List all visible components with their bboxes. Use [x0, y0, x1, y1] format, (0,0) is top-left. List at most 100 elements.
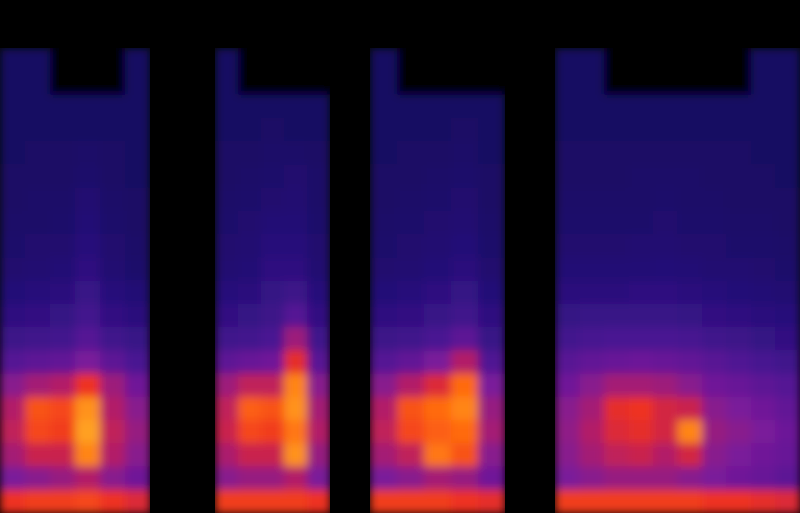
cell	[727, 257, 752, 281]
cell	[75, 490, 101, 513]
cell	[580, 281, 605, 305]
cell	[370, 118, 398, 142]
cell	[215, 281, 239, 305]
cell	[50, 118, 76, 142]
cell	[75, 304, 101, 328]
cell	[100, 374, 126, 398]
cell	[284, 304, 308, 328]
cell	[0, 48, 26, 72]
background	[0, 0, 800, 513]
cell	[727, 95, 752, 119]
cell	[75, 164, 101, 188]
cell	[702, 95, 727, 119]
cell	[284, 71, 308, 95]
cell	[100, 48, 126, 72]
cell	[100, 211, 126, 235]
cell	[776, 95, 800, 119]
cell	[776, 490, 800, 513]
cell	[238, 118, 262, 142]
cell	[702, 443, 727, 467]
cell	[75, 141, 101, 165]
cell	[451, 397, 479, 421]
cell	[629, 164, 654, 188]
cell	[125, 141, 150, 165]
cell	[25, 420, 51, 444]
cell	[678, 304, 703, 328]
cell	[629, 234, 654, 258]
cell	[451, 257, 479, 281]
cell	[370, 374, 398, 398]
cell	[727, 141, 752, 165]
cell	[238, 95, 262, 119]
cell	[555, 48, 580, 72]
cell	[397, 374, 425, 398]
cell	[776, 281, 800, 305]
cell	[215, 467, 239, 491]
cell	[478, 188, 505, 212]
cell	[50, 304, 76, 328]
cell	[478, 95, 505, 119]
cell	[397, 95, 425, 119]
cell	[751, 234, 776, 258]
cell	[727, 281, 752, 305]
cell	[238, 443, 262, 467]
cell	[776, 164, 800, 188]
cell	[478, 234, 505, 258]
cell	[397, 141, 425, 165]
cell	[727, 467, 752, 491]
cell	[678, 95, 703, 119]
cell	[604, 71, 629, 95]
cell	[0, 234, 26, 258]
cell	[125, 188, 150, 212]
cell	[25, 234, 51, 258]
cell	[678, 234, 703, 258]
cell	[702, 48, 727, 72]
cell	[307, 257, 330, 281]
cell	[100, 188, 126, 212]
cell	[580, 234, 605, 258]
cell	[50, 71, 76, 95]
cell	[678, 490, 703, 513]
cell	[397, 397, 425, 421]
panel	[215, 48, 330, 513]
cell	[25, 374, 51, 398]
cell	[238, 164, 262, 188]
cell	[284, 48, 308, 72]
cell	[25, 304, 51, 328]
cell	[555, 420, 580, 444]
cell	[555, 188, 580, 212]
cell	[451, 211, 479, 235]
cell	[25, 188, 51, 212]
cell	[370, 304, 398, 328]
cell	[702, 234, 727, 258]
cell	[424, 257, 452, 281]
cell	[284, 188, 308, 212]
cell	[776, 48, 800, 72]
cell	[50, 95, 76, 119]
cell	[653, 257, 678, 281]
cell	[555, 397, 580, 421]
cell	[727, 164, 752, 188]
cell	[604, 257, 629, 281]
cell	[261, 443, 285, 467]
cell	[0, 164, 26, 188]
cell	[580, 257, 605, 281]
cell	[751, 118, 776, 142]
cell	[0, 467, 26, 491]
cell	[629, 281, 654, 305]
cell	[776, 374, 800, 398]
cell	[776, 327, 800, 351]
cell	[580, 141, 605, 165]
cell	[50, 48, 76, 72]
cell	[50, 420, 76, 444]
cell	[215, 164, 239, 188]
panel	[370, 48, 505, 513]
cell	[555, 164, 580, 188]
cell	[604, 95, 629, 119]
cell	[261, 95, 285, 119]
cell	[451, 71, 479, 95]
cell	[25, 164, 51, 188]
cell	[75, 397, 101, 421]
cell	[629, 211, 654, 235]
cell	[100, 71, 126, 95]
